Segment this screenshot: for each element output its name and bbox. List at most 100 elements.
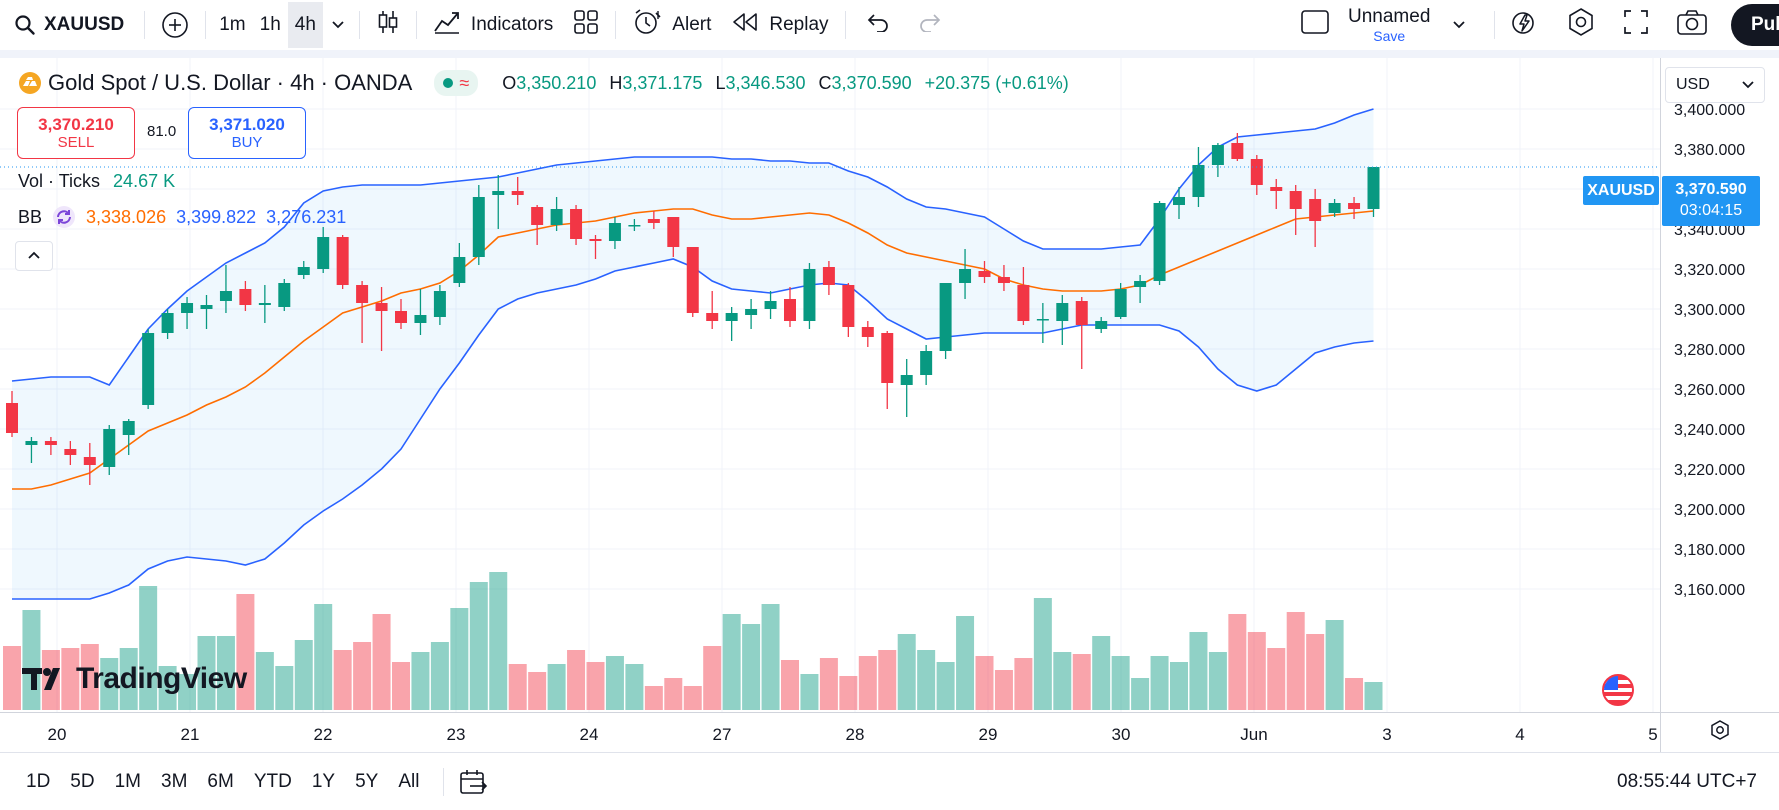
bb-label: BB	[18, 206, 43, 227]
volume-bar	[781, 660, 799, 710]
price-tick-label: 3,320.000	[1674, 262, 1745, 279]
alert-label: Alert	[672, 14, 712, 35]
candle	[395, 299, 407, 329]
indicators-button[interactable]: Indicators	[423, 6, 563, 44]
candle-body	[1173, 197, 1185, 205]
candle	[414, 289, 427, 335]
timezone-clock[interactable]: 08:55:44 UTC+7	[1617, 770, 1757, 792]
undo-button[interactable]	[852, 6, 904, 44]
axis-settings-button[interactable]	[1660, 712, 1779, 752]
volume-bar	[1131, 678, 1150, 710]
symbol-legend[interactable]: Gold Spot / U.S. Dollar · 4h · OANDA ≈ O…	[18, 70, 1069, 96]
volume-bar	[819, 658, 838, 710]
volume-bar	[508, 664, 527, 710]
layout-name-button[interactable]: Unnamed Save	[1338, 6, 1476, 44]
candle-body	[997, 277, 1010, 283]
fullscreen-icon	[1622, 8, 1650, 42]
buy-button[interactable]: 3,371.020 BUY	[188, 107, 306, 159]
ohlc-open-key: O	[502, 72, 517, 93]
bollinger-legend[interactable]: BB 3,338.026 3,399.822 3,276.231	[18, 205, 346, 229]
candle-body	[472, 197, 485, 257]
range-3m[interactable]: 3M	[161, 770, 188, 792]
candle	[44, 437, 57, 455]
price-chart[interactable]	[0, 58, 1660, 712]
compare-symbol-button[interactable]	[151, 6, 199, 44]
interval-dropdown[interactable]	[323, 6, 353, 44]
replay-button[interactable]: Replay	[721, 6, 838, 44]
undo-icon	[866, 12, 890, 38]
range-1m[interactable]: 1M	[114, 770, 141, 792]
symbol-search-button[interactable]: XAUUSD	[0, 6, 134, 44]
volume-bar	[275, 666, 294, 710]
range-5y[interactable]: 5Y	[355, 770, 379, 792]
tradingview-logo[interactable]: TradingView	[22, 662, 247, 696]
candle	[978, 261, 991, 283]
currency-select[interactable]: USD	[1665, 67, 1765, 103]
candle	[142, 329, 155, 409]
quick-search-button[interactable]	[1500, 6, 1550, 44]
candle-body	[1289, 191, 1302, 209]
price-axis[interactable]: 3,400.0003,380.0003,360.0003,340.0003,32…	[1660, 58, 1779, 712]
candle-body	[822, 267, 835, 285]
interval-1m[interactable]: 1m	[219, 14, 246, 35]
interval-1h[interactable]: 1h	[259, 14, 281, 35]
collapse-legend-button[interactable]	[15, 241, 53, 271]
ohlc-change: +20.375 (+0.61%)	[924, 72, 1069, 93]
templates-button[interactable]	[563, 6, 609, 44]
volume-bar	[1170, 662, 1188, 710]
volume-bar	[800, 674, 819, 710]
candle-body	[395, 311, 407, 323]
alert-button[interactable]: Alert	[622, 6, 721, 44]
ohlc-high-key: H	[609, 72, 623, 93]
settings-button[interactable]	[1556, 6, 1606, 44]
candle	[511, 177, 524, 205]
candle-body	[25, 441, 38, 445]
volume-bar	[61, 648, 80, 710]
range-ytd[interactable]: YTD	[253, 770, 292, 792]
candle-body	[764, 301, 777, 309]
candle-body	[356, 285, 369, 303]
camera-icon	[1676, 8, 1708, 42]
volume-bar	[956, 616, 975, 710]
candle	[1192, 147, 1205, 207]
sell-button[interactable]: 3,370.210 SELL	[17, 107, 135, 159]
redo-button[interactable]	[904, 6, 956, 44]
time-tick-label: 28	[846, 725, 865, 744]
candle	[1367, 167, 1380, 217]
range-6m[interactable]: 6M	[207, 770, 234, 792]
volume-bar	[839, 676, 858, 710]
range-all[interactable]: All	[398, 770, 420, 792]
volume-legend[interactable]: Vol · Ticks 24.67 K	[18, 171, 175, 192]
chart-pane[interactable]	[0, 58, 1660, 712]
snapshot-button[interactable]	[1666, 6, 1718, 44]
candle	[317, 227, 330, 273]
fullscreen-button[interactable]	[1612, 6, 1660, 44]
alarm-clock-icon	[632, 8, 662, 42]
volume-bar	[528, 672, 547, 710]
save-link[interactable]: Save	[1373, 28, 1406, 44]
time-axis[interactable]: 20 21 22 23 24 27 28 29 30 Jun 3 4 5	[0, 712, 1660, 752]
candle	[1231, 133, 1244, 161]
goto-date-button[interactable]	[458, 768, 488, 796]
range-1y[interactable]: 1Y	[311, 770, 336, 792]
us-flag-icon[interactable]	[1602, 674, 1634, 706]
interval-4h[interactable]: 4h	[287, 2, 323, 48]
volume-bar	[1092, 636, 1111, 710]
candle	[122, 419, 135, 455]
range-5d[interactable]: 5D	[70, 770, 95, 792]
candle-body	[511, 191, 524, 195]
range-1d[interactable]: 1D	[26, 770, 51, 792]
market-status-pill[interactable]: ≈	[434, 70, 479, 96]
indicators-label: Indicators	[470, 14, 554, 35]
chart-type-button[interactable]	[366, 6, 410, 44]
candle	[647, 211, 660, 229]
layout-checkbox[interactable]	[1290, 6, 1340, 44]
price-tick-label: 3,400.000	[1674, 102, 1745, 119]
publish-button[interactable]: Pub	[1731, 4, 1779, 46]
candle-body	[103, 429, 116, 467]
candle	[1270, 179, 1283, 209]
candle	[861, 321, 874, 347]
candle	[706, 291, 719, 329]
volume-bar	[1111, 656, 1130, 710]
